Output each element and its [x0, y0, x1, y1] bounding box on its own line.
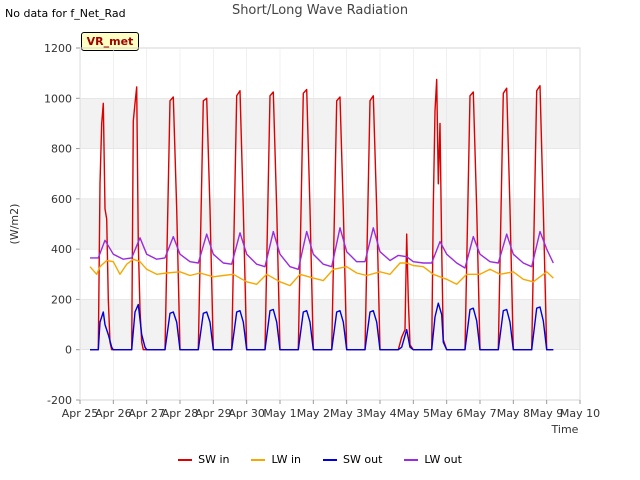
x-tick-label: May 4	[363, 407, 396, 420]
chart-title: Short/Long Wave Radiation	[231, 3, 409, 18]
y-tick-label: 600	[51, 193, 72, 206]
y-tick-label: -200	[47, 394, 72, 407]
site-tag-badge: VR_met	[81, 32, 139, 51]
x-tick-label: Apr 29	[195, 407, 232, 420]
x-tick-label: Apr 25	[62, 407, 99, 420]
x-tick-label: Apr 28	[162, 407, 199, 420]
x-tick-label: May 10	[560, 407, 600, 420]
legend-item-lw-in: LW in	[251, 453, 301, 466]
legend-swatch	[323, 458, 338, 461]
legend-swatch	[404, 458, 419, 461]
y-tick-label: 1000	[44, 92, 72, 105]
x-tick-label: May 6	[430, 407, 463, 420]
y-tick-label: 800	[51, 143, 72, 156]
plot-band	[80, 198, 580, 250]
y-tick-label: 0	[65, 344, 72, 357]
x-tick-label: May 2	[297, 407, 330, 420]
legend-label: LW in	[271, 453, 302, 466]
series-line-lw-out	[90, 227, 554, 270]
y-tick-label: 1200	[44, 42, 72, 55]
series-line-sw-in	[90, 78, 554, 351]
y-tick-label: 400	[51, 243, 72, 256]
legend-label: SW in	[198, 453, 230, 466]
x-tick-label: May 7	[463, 407, 496, 420]
x-axis-label: Time	[551, 423, 579, 436]
legend-item-sw-in: SW in	[178, 453, 229, 466]
legend-swatch	[178, 458, 193, 461]
legend-swatch	[251, 458, 266, 461]
series-line-lw-in	[89, 258, 554, 287]
series-line-sw-out	[90, 302, 554, 351]
y-axis: -200 0 200 400 600 800 1000 1200	[44, 42, 580, 407]
plot-bands	[80, 98, 580, 350]
legend-item-lw-out: LW out	[404, 453, 462, 466]
plot-band	[80, 299, 580, 350]
y-tick-label: 200	[51, 293, 72, 306]
x-tick-label: May 1	[263, 407, 296, 420]
legend: SW in LW in SW out LW out	[0, 453, 640, 466]
x-tick-label: May 9	[530, 407, 563, 420]
x-tick-label: May 5	[397, 407, 430, 420]
plot-band	[80, 98, 580, 149]
no-data-note: No data for f_Net_Rad	[5, 7, 126, 20]
x-tick-label: May 8	[497, 407, 530, 420]
x-tick-label: Apr 30	[228, 407, 265, 420]
x-tick-label: May 3	[330, 407, 363, 420]
y-axis-label: (W/m2)	[8, 204, 21, 245]
x-tick-label: Apr 27	[128, 407, 165, 420]
legend-label: SW out	[343, 453, 383, 466]
series-lines	[89, 78, 554, 351]
legend-label: LW out	[424, 453, 462, 466]
legend-item-sw-out: SW out	[323, 453, 382, 466]
x-tick-label: Apr 26	[95, 407, 132, 420]
